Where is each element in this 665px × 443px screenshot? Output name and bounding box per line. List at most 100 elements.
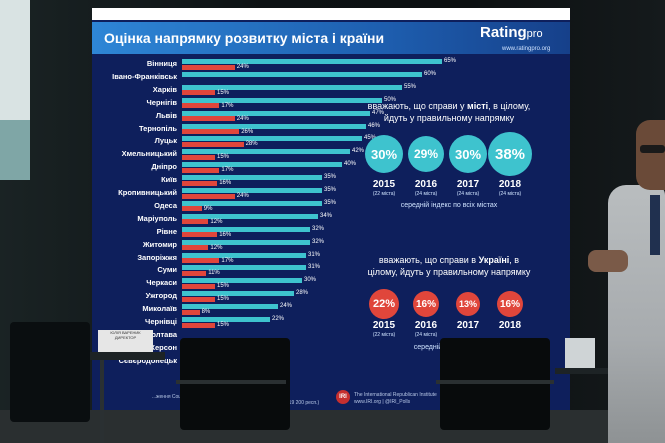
city-year-sub: (24 міста) bbox=[414, 191, 438, 197]
city-label: Луцьк bbox=[154, 136, 177, 146]
city-bar bbox=[182, 188, 322, 193]
city-bubble: 30% bbox=[365, 135, 403, 173]
city-bar-label: 28% bbox=[296, 290, 309, 297]
city-bar-label: 35% bbox=[324, 199, 337, 206]
city-year-sub: (24 міста) bbox=[456, 191, 480, 197]
city-label: Хмельницький bbox=[121, 149, 177, 159]
city-bar bbox=[182, 59, 442, 64]
city-bar bbox=[182, 149, 350, 155]
city-bar-label: 24% bbox=[280, 303, 293, 310]
city-year: 2016 bbox=[414, 179, 438, 190]
city-label: Львів bbox=[155, 110, 177, 120]
city-bar bbox=[182, 123, 366, 129]
city-bubble: 29% bbox=[408, 136, 444, 172]
city-label: Суми bbox=[157, 265, 177, 275]
city-bar bbox=[182, 278, 302, 284]
country-bar-label: 15% bbox=[217, 89, 230, 96]
city-label: Рівне bbox=[156, 226, 177, 236]
country-bar-label: 16% bbox=[219, 231, 232, 238]
city-bar-label: 60% bbox=[424, 70, 437, 77]
city-bar-label: 35% bbox=[324, 174, 337, 181]
city-bar bbox=[182, 226, 310, 232]
table-leg bbox=[100, 360, 104, 443]
speaker-glasses-icon bbox=[640, 145, 665, 153]
city-bar bbox=[182, 252, 306, 258]
city-label: Харків bbox=[152, 84, 177, 94]
country-bar-label: 15% bbox=[217, 154, 230, 161]
country-bar-label: 8% bbox=[201, 309, 211, 316]
iri-name: The International Republican Institute bbox=[354, 392, 437, 398]
city-label: Івано-Франківськ bbox=[112, 71, 177, 81]
country-bar-label: 9% bbox=[203, 205, 213, 212]
left-wall-panel-accent bbox=[0, 120, 30, 180]
country-bar bbox=[182, 219, 209, 225]
city-label: Дніпро bbox=[151, 162, 177, 172]
city-label: Вінниця bbox=[146, 59, 177, 68]
city-bar-label: 47% bbox=[372, 109, 385, 116]
chair-armrest-right bbox=[436, 380, 554, 384]
city-bar bbox=[182, 71, 422, 77]
country-bar bbox=[182, 232, 218, 238]
country-bar bbox=[182, 167, 220, 173]
city-label: Запоріжжя bbox=[137, 252, 177, 262]
city-bar-label: 55% bbox=[404, 83, 417, 90]
city-bar-label: 34% bbox=[320, 212, 333, 219]
city-bar-label: 31% bbox=[308, 251, 321, 258]
country-bar-label: 12% bbox=[210, 244, 223, 251]
presenter-table bbox=[55, 352, 165, 360]
city-label: Одеса bbox=[154, 200, 177, 210]
city-bubble: 30% bbox=[449, 135, 487, 173]
speaker-tie bbox=[650, 195, 660, 255]
city-bar-label: 40% bbox=[344, 161, 357, 168]
city-bar bbox=[182, 213, 318, 219]
stage-floor bbox=[0, 410, 665, 443]
screen-top-edge bbox=[92, 8, 570, 20]
city-bar bbox=[182, 97, 382, 103]
city-bar-label: 45% bbox=[364, 135, 377, 142]
country-bar-label: 17% bbox=[221, 102, 234, 109]
footer-sample: ...18 р. 19 200 респ.) bbox=[272, 400, 320, 406]
city-year-sub: (24 міста) bbox=[498, 191, 522, 197]
city-bar bbox=[182, 110, 370, 116]
city-bar bbox=[182, 317, 270, 322]
country-year-sub: (24 міста) bbox=[414, 332, 438, 338]
country-bar bbox=[182, 193, 235, 199]
city-label: Чернівці bbox=[145, 317, 177, 326]
country-bar-label: 17% bbox=[221, 167, 234, 174]
city-bar-label: 42% bbox=[352, 148, 365, 155]
country-bubble: 16% bbox=[497, 291, 523, 317]
city-label: Ужгород bbox=[145, 291, 177, 301]
city-bar bbox=[182, 162, 342, 168]
nameplate: ЮЛІЯ ВАРЕНИК ДИРЕКТОР bbox=[98, 330, 153, 352]
city-bar-label: 35% bbox=[324, 187, 337, 193]
city-bar-label: 65% bbox=[444, 58, 457, 64]
ratingpro-url: www.ratingpro.org bbox=[502, 46, 551, 52]
country-bar bbox=[182, 322, 215, 328]
city-year: 2015 bbox=[372, 179, 396, 190]
country-bar bbox=[182, 103, 220, 109]
country-bar bbox=[182, 309, 200, 315]
country-bar-label: 11% bbox=[208, 270, 220, 277]
country-bar bbox=[182, 129, 240, 134]
country-bar bbox=[182, 270, 207, 276]
city-label: Полтава bbox=[145, 329, 177, 339]
city-bar-label: 46% bbox=[368, 122, 381, 129]
country-bar-label: 12% bbox=[210, 218, 223, 225]
city-label: Херсон bbox=[149, 342, 177, 352]
country-bar bbox=[182, 245, 209, 251]
city-bar bbox=[182, 239, 310, 245]
city-label: Київ bbox=[161, 175, 177, 185]
country-bar-label: 15% bbox=[217, 322, 230, 328]
country-bar-label: 24% bbox=[236, 193, 249, 199]
country-bar-label: 26% bbox=[241, 128, 254, 135]
city-year: 2017 bbox=[456, 179, 480, 190]
city-bar bbox=[182, 200, 322, 206]
chair-armrest bbox=[176, 380, 286, 384]
country-bar bbox=[182, 64, 235, 70]
city-label: Маріуполь bbox=[137, 213, 177, 223]
country-bar bbox=[182, 116, 235, 122]
country-year: 2015 bbox=[372, 320, 396, 331]
country-bar-label: 24% bbox=[236, 115, 249, 122]
city-label: Черкаси bbox=[146, 278, 177, 288]
country-question: вважають, що справи в Україні, в цілому,… bbox=[367, 255, 531, 277]
